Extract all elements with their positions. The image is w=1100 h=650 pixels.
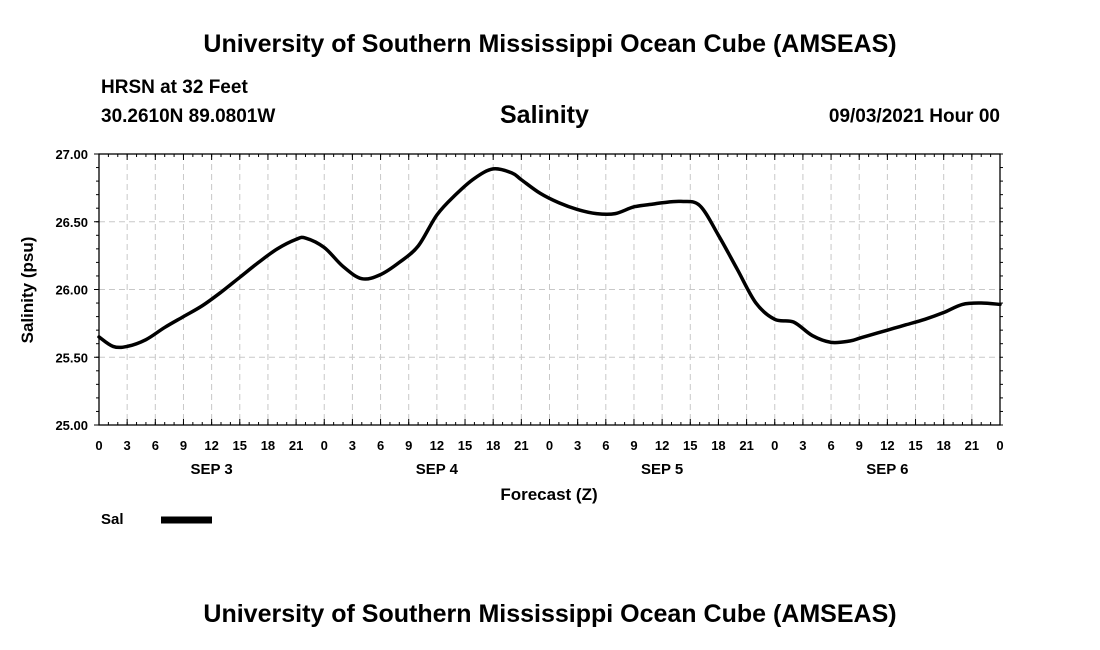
x-tick-label: 9 xyxy=(856,438,863,453)
x-tick-label: 0 xyxy=(771,438,778,453)
y-tick-labels: 25.00 25.50 26.00 26.50 27.00 xyxy=(55,147,88,433)
x-tick-label: 6 xyxy=(602,438,609,453)
day-label: SEP 5 xyxy=(641,461,683,478)
plot-frame xyxy=(98,153,1001,426)
x-tick-label: 21 xyxy=(289,438,303,453)
x-axis-label: Forecast (Z) xyxy=(500,485,597,504)
legend-label: Sal xyxy=(101,511,124,528)
x-tick-label: 3 xyxy=(124,438,131,453)
x-tick-label: 0 xyxy=(546,438,553,453)
salinity-series-line xyxy=(97,166,1002,350)
y-tick-label: 27.00 xyxy=(55,147,88,162)
forecast-datetime: 09/03/2021 Hour 00 xyxy=(828,106,1000,127)
day-label: SEP 3 xyxy=(190,461,232,478)
x-tick-label: 0 xyxy=(996,438,1003,453)
x-tick-label: 9 xyxy=(630,438,637,453)
report-title-top: University of Southern Mississippi Ocean… xyxy=(203,30,897,58)
x-tick-label: 15 xyxy=(233,438,247,453)
y-axis-label: Salinity (psu) xyxy=(18,237,37,344)
x-tick-labels: 0 3 6 9 12 15 18 21 0 3 6 9 12 15 18 21 0 3 6 9 12 15 18 21 0 3 6 9… xyxy=(95,438,1003,453)
x-tick-label: 15 xyxy=(458,438,472,453)
x-tick-label: 12 xyxy=(204,438,218,453)
x-tick-label: 3 xyxy=(349,438,356,453)
y-tick-label: 26.00 xyxy=(55,283,88,298)
x-tick-label: 12 xyxy=(880,438,894,453)
x-tick-label: 18 xyxy=(486,438,500,453)
day-label: SEP 6 xyxy=(866,461,908,478)
x-tick-label: 21 xyxy=(739,438,753,453)
x-tick-label: 15 xyxy=(683,438,697,453)
x-tick-label: 12 xyxy=(430,438,444,453)
report-title-bottom: University of Southern Mississippi Ocean… xyxy=(203,600,897,628)
x-tick-label: 18 xyxy=(261,438,275,453)
day-labels: SEP 3 SEP 4 SEP 5 SEP 6 xyxy=(190,461,908,478)
x-tick-label: 9 xyxy=(180,438,187,453)
x-tick-label: 6 xyxy=(152,438,159,453)
x-tick-label: 3 xyxy=(574,438,581,453)
x-tick-label: 0 xyxy=(95,438,102,453)
station-name: HRSN at 32 Feet xyxy=(101,77,248,98)
x-tick-label: 9 xyxy=(405,438,412,453)
x-tick-label: 3 xyxy=(799,438,806,453)
x-tick-label: 18 xyxy=(936,438,950,453)
y-tick-label: 26.50 xyxy=(55,215,88,230)
x-tick-label: 21 xyxy=(965,438,979,453)
x-tick-label: 6 xyxy=(377,438,384,453)
x-tick-label: 21 xyxy=(514,438,528,453)
x-tick-label: 18 xyxy=(711,438,725,453)
x-tick-label: 15 xyxy=(908,438,922,453)
x-tick-label: 0 xyxy=(321,438,328,453)
station-coordinates: 30.2610N 89.0801W xyxy=(101,106,276,127)
x-tick-label: 12 xyxy=(655,438,669,453)
x-tick-label: 6 xyxy=(827,438,834,453)
chart-title: Salinity xyxy=(500,101,589,129)
day-label: SEP 4 xyxy=(416,461,459,478)
y-tick-label: 25.50 xyxy=(55,350,88,365)
grid-lines xyxy=(99,154,1000,425)
y-tick-label: 25.00 xyxy=(55,418,88,433)
